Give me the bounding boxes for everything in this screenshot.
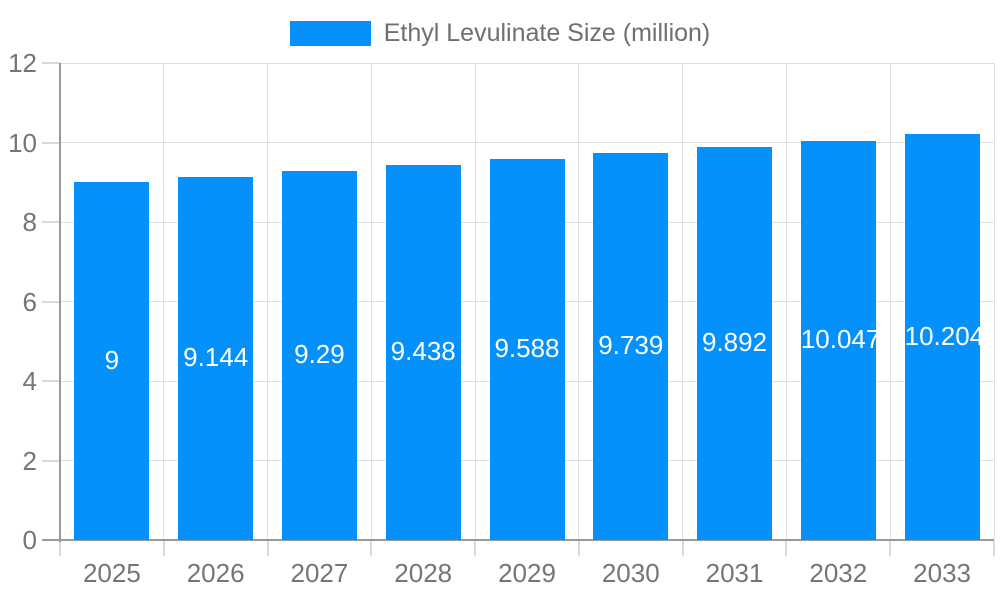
x-tick-mark: [785, 541, 788, 556]
x-tick-mark: [370, 541, 373, 556]
x-tick-mark: [681, 541, 684, 556]
y-tick-mark: [42, 62, 60, 64]
legend-item[interactable]: Ethyl Levulinate Size (million): [289, 19, 711, 48]
y-axis-label: 8: [22, 207, 37, 237]
legend: Ethyl Levulinate Size (million): [0, 19, 1000, 48]
gridline-vertical: [163, 63, 165, 540]
y-axis-label: 10: [8, 127, 37, 158]
x-axis-label: 2030: [601, 558, 660, 588]
x-axis-label: 2026: [186, 558, 245, 588]
x-axis-label: 2027: [290, 558, 349, 588]
y-tick-mark: [42, 141, 60, 144]
legend-swatch-icon: [289, 21, 371, 46]
legend-label: Ethyl Levulinate Size (million): [383, 19, 711, 47]
x-axis-label: 2025: [82, 558, 141, 588]
x-tick-mark: [266, 541, 269, 556]
y-tick-mark: [42, 300, 60, 303]
bar[interactable]: [800, 140, 876, 540]
y-axis-label: 4: [22, 366, 37, 396]
x-axis-label: 2033: [913, 558, 972, 588]
gridline-vertical: [578, 63, 580, 540]
x-axis-label: 2028: [394, 558, 453, 588]
bar[interactable]: [593, 152, 669, 540]
bar[interactable]: [697, 146, 773, 540]
gridline-horizontal: [60, 62, 994, 64]
gridline-vertical: [267, 63, 269, 540]
gridline-vertical: [889, 63, 891, 540]
x-tick-mark: [993, 541, 995, 556]
x-axis-label: 2031: [705, 558, 764, 588]
x-tick-mark: [889, 541, 892, 556]
gridline-horizontal: [60, 142, 994, 143]
y-axis-line: [59, 63, 61, 542]
bar[interactable]: [178, 176, 254, 540]
gridline-vertical: [682, 63, 684, 540]
x-axis-label: 2029: [498, 558, 556, 588]
x-tick-mark: [162, 541, 165, 556]
gridline-vertical: [370, 63, 372, 540]
y-axis-label: 12: [8, 48, 37, 78]
gridline-vertical: [474, 63, 476, 540]
x-tick-mark: [474, 541, 477, 556]
bar[interactable]: [281, 170, 357, 540]
bar[interactable]: [74, 182, 150, 540]
y-axis-label: 2: [22, 445, 37, 476]
gridline-vertical: [993, 63, 995, 540]
y-tick-mark: [42, 459, 60, 462]
bar[interactable]: [904, 134, 980, 540]
bar[interactable]: [489, 158, 565, 540]
y-tick-mark: [42, 380, 60, 382]
x-tick-mark: [59, 541, 61, 556]
x-tick-mark: [577, 541, 580, 556]
y-tick-mark: [42, 221, 60, 223]
y-axis-label: 0: [22, 525, 37, 555]
x-axis-label: 2032: [809, 558, 868, 588]
bar[interactable]: [385, 164, 461, 540]
y-axis-label: 6: [22, 286, 37, 317]
x-axis-line: [42, 539, 994, 541]
gridline-vertical: [785, 63, 787, 540]
